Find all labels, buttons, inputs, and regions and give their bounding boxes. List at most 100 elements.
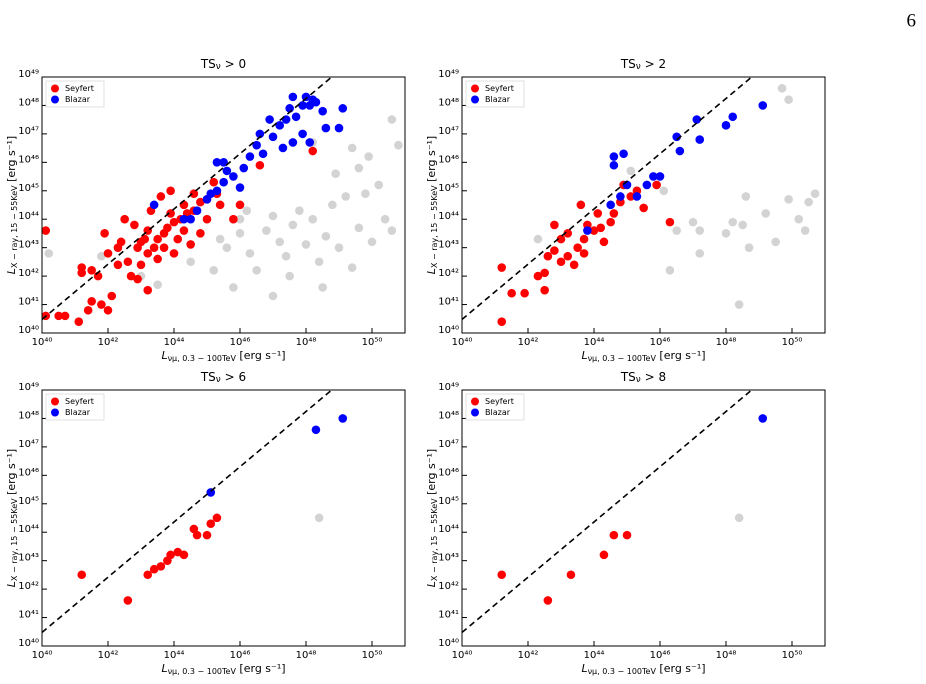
panel: TSν > 6 10⁴⁰ 10⁴² 10⁴⁴ 10⁴⁶ 10⁴⁸ 10⁵⁰ 10⁴⁰ 10⁴¹ 1… [5,370,406,676]
point [153,254,162,264]
point [593,209,603,218]
point [288,92,298,102]
point [639,203,648,213]
point [540,285,549,295]
x-tick-label: 10⁴² [518,650,539,661]
point [120,214,129,224]
plot-area [42,390,348,634]
plot-area [462,77,820,326]
legend-label: Seyfert [485,397,514,406]
point [784,95,793,104]
y-tick-label: 10⁴⁵ [18,183,39,194]
point [74,317,84,326]
point [268,211,278,221]
point [123,596,133,605]
point [202,530,212,540]
point [42,226,51,235]
point [609,152,619,161]
point [321,232,331,241]
x-tick-label: 10⁴⁸ [296,650,317,661]
point [222,166,232,176]
y-tick-label: 10⁴⁴ [438,211,459,222]
point [695,135,705,144]
y-tick-label: 10⁴⁵ [438,496,459,507]
y-tick-label: 10⁴¹ [18,610,39,621]
point [166,186,175,196]
y-tick-label: 10⁴¹ [438,297,459,308]
point [97,251,106,261]
point [166,209,175,218]
point [136,260,146,270]
point [543,596,553,605]
point [692,115,702,124]
point [619,149,628,159]
point [212,513,222,523]
point [563,251,573,261]
point [252,140,261,150]
title-text: TS [200,57,216,71]
point [338,414,348,423]
y-tick-label: 10⁴⁷ [438,126,459,137]
point [255,129,265,139]
chart-title: TSν > 2 [620,57,666,72]
point [298,129,307,139]
point [113,243,123,252]
point [380,214,390,224]
point [156,562,166,571]
point [596,223,606,233]
x-tick-label: 10⁴⁰ [452,650,473,661]
point [295,206,304,215]
point [245,249,255,258]
point [810,189,820,198]
point [212,158,222,167]
y-tick-label: 10⁴⁰ [18,638,39,649]
legend-marker [471,408,479,417]
point [695,249,705,258]
label-unit: [erg s⁻¹] [656,662,706,675]
point [97,300,106,309]
chart-title: TSν > 8 [620,370,666,385]
axis-label: LX − ray, 15 − 55KeV [erg s⁻¹] [425,136,439,274]
point [285,271,294,281]
point [321,123,331,133]
point [215,234,225,244]
label-symbol: L [425,581,438,587]
point [268,132,278,142]
point [288,138,298,147]
point [387,115,397,124]
x-tick-label: 10⁵⁰ [782,337,803,348]
point [103,249,113,258]
x-tick-label: 10⁴⁸ [716,650,737,661]
y-tick-label: 10⁴⁴ [438,524,459,535]
point [235,228,245,238]
label-symbol: L [161,349,167,362]
label-symbol: L [425,268,438,274]
y-tick-label: 10⁴⁶ [438,467,459,478]
title-subscript: ν [636,375,641,385]
plot-area [462,390,768,634]
title-subscript: ν [636,62,641,72]
title-text: TS [620,57,636,71]
point [721,228,731,238]
label-symbol: L [581,349,587,362]
point [311,425,321,435]
x-tick-label: 10⁴² [98,650,119,661]
point [616,192,625,201]
y-tick-label: 10⁴⁶ [18,467,39,478]
label-subscript: X − ray, 15 − 55KeV [430,498,439,581]
legend-label: Seyfert [65,397,94,406]
x-tick-label: 10⁴⁴ [584,650,605,661]
y-tick-label: 10⁴² [438,581,459,592]
legend-label: Seyfert [485,84,514,93]
point [153,280,162,289]
point [655,172,665,181]
point [166,550,175,560]
point [60,311,70,321]
y-tick-label: 10⁴² [18,581,39,592]
y-tick-label: 10⁴⁹ [18,69,39,80]
point [281,115,291,124]
plot-frame [461,389,826,647]
point [123,257,133,267]
y-tick-label: 10⁴² [18,268,39,279]
